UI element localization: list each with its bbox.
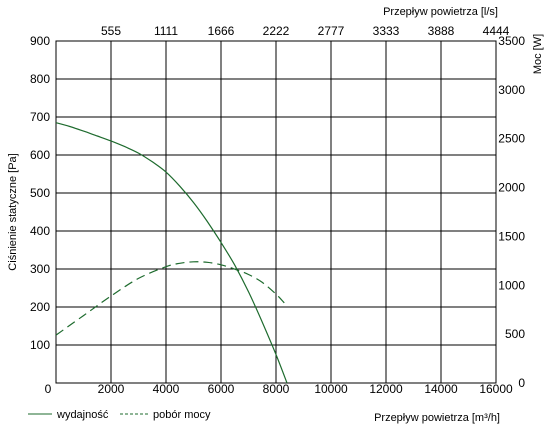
x-tick-bottom-label: 4000 <box>153 382 180 396</box>
x-tick-bottom-label: 16000 <box>479 382 513 396</box>
y-tick-left-label: 600 <box>30 148 50 162</box>
x-tick-top-label: 1666 <box>208 24 235 38</box>
y-tick-left-label: 200 <box>30 300 50 314</box>
x-tick-bottom-label: 14000 <box>424 382 458 396</box>
x-tick-bottom-label: 0 <box>45 382 52 396</box>
series-line-wydajnosc <box>55 122 288 384</box>
right-y-axis-label: Moc [W] <box>532 34 544 74</box>
y-tick-right-label: 0 <box>518 376 525 390</box>
x-tick-top-label: 2222 <box>263 24 290 38</box>
y-tick-right-label: 2000 <box>498 181 525 195</box>
x-tick-top-label: 3888 <box>428 24 455 38</box>
legend: wydajność pobór mocy <box>28 409 211 421</box>
x-tick-bottom-label: 10000 <box>314 382 348 396</box>
series-layer <box>55 122 288 384</box>
y-tick-right-label: 1500 <box>498 229 525 243</box>
y-tick-left-label: 300 <box>30 262 50 276</box>
y-tick-left-label: 800 <box>30 72 50 86</box>
x-tick-top-label: 1111 <box>154 24 178 38</box>
x-tick-bottom-label: 12000 <box>369 382 403 396</box>
y-tick-right-label: 500 <box>505 327 525 341</box>
y-tick-left-label: 400 <box>30 224 50 238</box>
x-tick-top-label: 555 <box>101 24 121 38</box>
y-tick-right-label: 1000 <box>498 278 525 292</box>
y-tick-right-label: 3500 <box>498 34 525 48</box>
x-tick-bottom-label: 6000 <box>208 382 235 396</box>
x-tick-top-label: 3333 <box>373 24 400 38</box>
axis-labels: 0 2000 4000 6000 8000 10000 12000 14000 16000555… <box>30 24 525 396</box>
y-tick-left-label: 100 <box>30 338 50 352</box>
series-line-pobor-mocy <box>55 261 285 336</box>
left-y-axis-label: Ciśnienie statyczne [Pa] <box>7 153 19 270</box>
x-tick-top-label: 2777 <box>318 24 345 38</box>
y-tick-right-label: 3000 <box>498 83 525 97</box>
bottom-x-axis-label: Przepływ powietrza [m³/h] <box>374 412 500 424</box>
grid-lines <box>56 41 496 383</box>
y-tick-right-label: 2500 <box>498 132 525 146</box>
x-tick-bottom-label: 8000 <box>263 382 290 396</box>
legend-label-pobor-mocy: pobór mocy <box>153 409 211 421</box>
x-tick-bottom-label: 2000 <box>98 382 125 396</box>
y-tick-left-label: 700 <box>30 110 50 124</box>
x-tick-top-label: 4444 <box>483 24 510 38</box>
legend-label-wydajnosc: wydajność <box>56 409 109 421</box>
y-tick-left-label: 900 <box>30 34 50 48</box>
top-x-axis-label: Przepływ powietrza [l/s] <box>383 6 498 18</box>
y-tick-left-label: 500 <box>30 186 50 200</box>
